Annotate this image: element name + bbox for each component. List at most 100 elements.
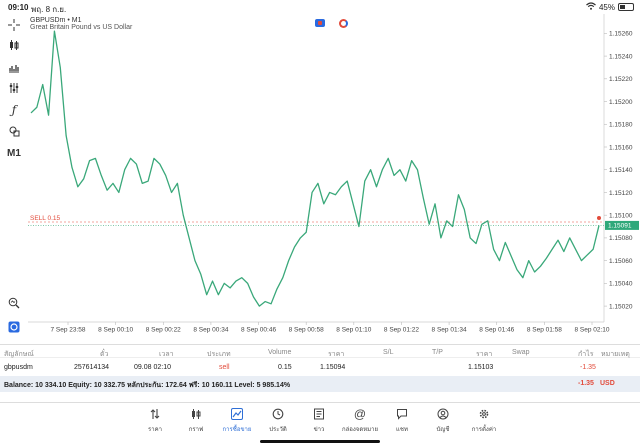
price-series-line	[30, 30, 600, 307]
y-tick-label: 1.15080	[609, 235, 633, 242]
nav-history[interactable]: ประวัติ	[258, 407, 298, 434]
col-ticket: ตั๋ว	[100, 351, 109, 358]
row-type: sell	[219, 364, 230, 371]
y-tick-label: 1.15180	[609, 122, 633, 129]
chat-bubble-icon	[382, 407, 422, 421]
x-tick-label: 8 Sep 01:58	[527, 327, 562, 334]
x-tick-label: 8 Sep 01:10	[336, 327, 371, 334]
chart-description: Great Britain Pound vs US Dollar	[30, 24, 133, 31]
sell-level-label: SELL 0.15	[30, 215, 61, 222]
col-tp: T/P	[432, 349, 443, 356]
chart-candles-icon	[176, 407, 216, 421]
nav-label: การซื้อขาย	[222, 427, 252, 433]
chart-canvas[interactable]: 1.15260 1.15240 1.15220 1.15200 1.15180 1.151…	[28, 14, 640, 344]
price-chart[interactable]: 1.15260 1.15240 1.15220 1.15200 1.15180 1.151…	[28, 14, 640, 344]
x-tick-label: 8 Sep 00:34	[193, 327, 228, 334]
nav-chart[interactable]: กราฟ	[176, 407, 216, 434]
balance-currency: USD	[600, 380, 615, 387]
balance-text: Balance: 10 334.10 Equity: 10 332.75 หลั…	[4, 382, 291, 389]
current-price-value: 1.15091	[608, 223, 632, 230]
nav-account[interactable]: บัญชี	[423, 407, 463, 434]
balance-summary: Balance: 10 334.10 Equity: 10 332.75 หลั…	[0, 376, 640, 392]
col-volume: Volume	[268, 349, 292, 356]
status-bar: 09:10 พฤ. 8 ก.ย. 45%	[0, 0, 640, 14]
row-open-price: 1.15094	[320, 364, 346, 371]
col-sl: S/L	[383, 349, 394, 356]
y-tick-label: 1.15260	[609, 31, 633, 38]
row-time: 09.08 02:10	[134, 364, 171, 371]
chart-type-icon[interactable]	[4, 36, 24, 54]
y-tick-label: 1.15220	[609, 76, 633, 83]
row-ticket: 257614134	[74, 364, 110, 371]
bottom-navigation: ราคา กราฟ การซื้อขาย ประวัติ ข่าว @ กล่อ…	[0, 402, 640, 447]
nav-chat[interactable]: แชท	[382, 407, 422, 434]
nav-label: ราคา	[148, 427, 162, 433]
col-profit: กำไร	[578, 351, 594, 358]
account-user-icon	[423, 407, 463, 421]
one-click-trading-icon[interactable]	[315, 19, 325, 27]
news-book-icon	[299, 407, 339, 421]
col-comment: หมายเหตุ	[601, 351, 630, 358]
x-tick-label: 8 Sep 01:34	[432, 327, 467, 334]
col-price: ราคา	[328, 351, 345, 358]
nav-label: ประวัติ	[269, 427, 287, 433]
nav-trade[interactable]: การซื้อขาย	[217, 407, 257, 434]
objects-icon[interactable]	[4, 122, 24, 140]
row-profit: -1.35	[580, 364, 596, 371]
zoom-icon[interactable]	[4, 294, 24, 312]
nav-label: บัญชี	[436, 427, 450, 433]
x-tick-label: 8 Sep 00:22	[146, 327, 181, 334]
home-indicator	[260, 440, 380, 443]
y-tick-label: 1.15100	[609, 212, 633, 219]
col-type: ประเภท	[207, 351, 231, 358]
x-tick-label: 8 Sep 01:46	[479, 327, 514, 334]
signal-ring-icon[interactable]	[339, 19, 348, 28]
nav-label: แชท	[396, 427, 408, 433]
balance-profit: -1.35	[578, 380, 594, 387]
nav-settings[interactable]: การตั้งค่า	[464, 407, 504, 434]
chart-symbol: GBPUSDm • M1	[30, 17, 82, 24]
row-symbol: gbpusdm	[4, 364, 33, 371]
y-tick-label: 1.15200	[609, 99, 633, 106]
battery-percent: 45%	[598, 2, 615, 12]
crosshair-icon[interactable]	[4, 16, 24, 34]
nav-news[interactable]: ข่าว	[299, 407, 339, 434]
wifi-icon	[586, 2, 596, 12]
x-tick-label: 8 Sep 01:22	[384, 327, 419, 334]
col-swap: Swap	[512, 349, 530, 356]
y-tick-label: 1.15140	[609, 167, 633, 174]
settings-sliders-icon[interactable]	[4, 79, 24, 97]
status-time: 09:10	[8, 3, 29, 12]
nav-label: กราฟ	[188, 427, 204, 433]
indicators-icon[interactable]	[4, 58, 24, 76]
trade-logo-icon[interactable]	[4, 318, 24, 336]
col-current-price: ราคา	[476, 351, 493, 358]
history-clock-icon	[258, 407, 298, 421]
mail-at-icon: @	[353, 407, 367, 421]
nav-quotes[interactable]: ราคา	[135, 407, 175, 434]
y-tick-label: 1.15060	[609, 258, 633, 265]
sell-marker	[597, 216, 601, 220]
table-row[interactable]: gbpusdm 257614134 09.08 02:10 sell 0.15 …	[0, 360, 640, 374]
function-icon[interactable]: ƒ	[11, 103, 17, 117]
trade-chart-icon	[217, 407, 257, 421]
positions-table: สัญลักษณ์ ตั๋ว เวลา ประเภท Volume ราคา S…	[0, 344, 640, 402]
y-tick-label: 1.15120	[609, 190, 633, 197]
y-tick-label: 1.15020	[609, 303, 633, 310]
x-tick-label: 8 Sep 00:10	[98, 327, 133, 334]
current-price-tag	[605, 220, 639, 230]
nav-label: ข่าว	[313, 427, 325, 433]
settings-gear-icon	[464, 407, 504, 421]
nav-mailbox[interactable]: @ กล่องจดหมาย	[340, 407, 380, 434]
table-header: สัญลักษณ์ ตั๋ว เวลา ประเภท Volume ราคา S…	[0, 344, 640, 358]
col-time: เวลา	[159, 351, 174, 358]
battery-icon	[618, 3, 634, 11]
timeframe-button[interactable]: M1	[7, 147, 21, 159]
row-volume: 0.15	[278, 364, 292, 371]
row-current-price: 1.15103	[468, 364, 494, 371]
nav-label: การตั้งค่า	[471, 427, 497, 433]
col-symbol: สัญลักษณ์	[4, 351, 34, 358]
y-tick-label: 1.15240	[609, 53, 633, 60]
x-tick-label: 7 Sep 23:58	[50, 327, 85, 334]
x-tick-label: 8 Sep 00:58	[289, 327, 324, 334]
